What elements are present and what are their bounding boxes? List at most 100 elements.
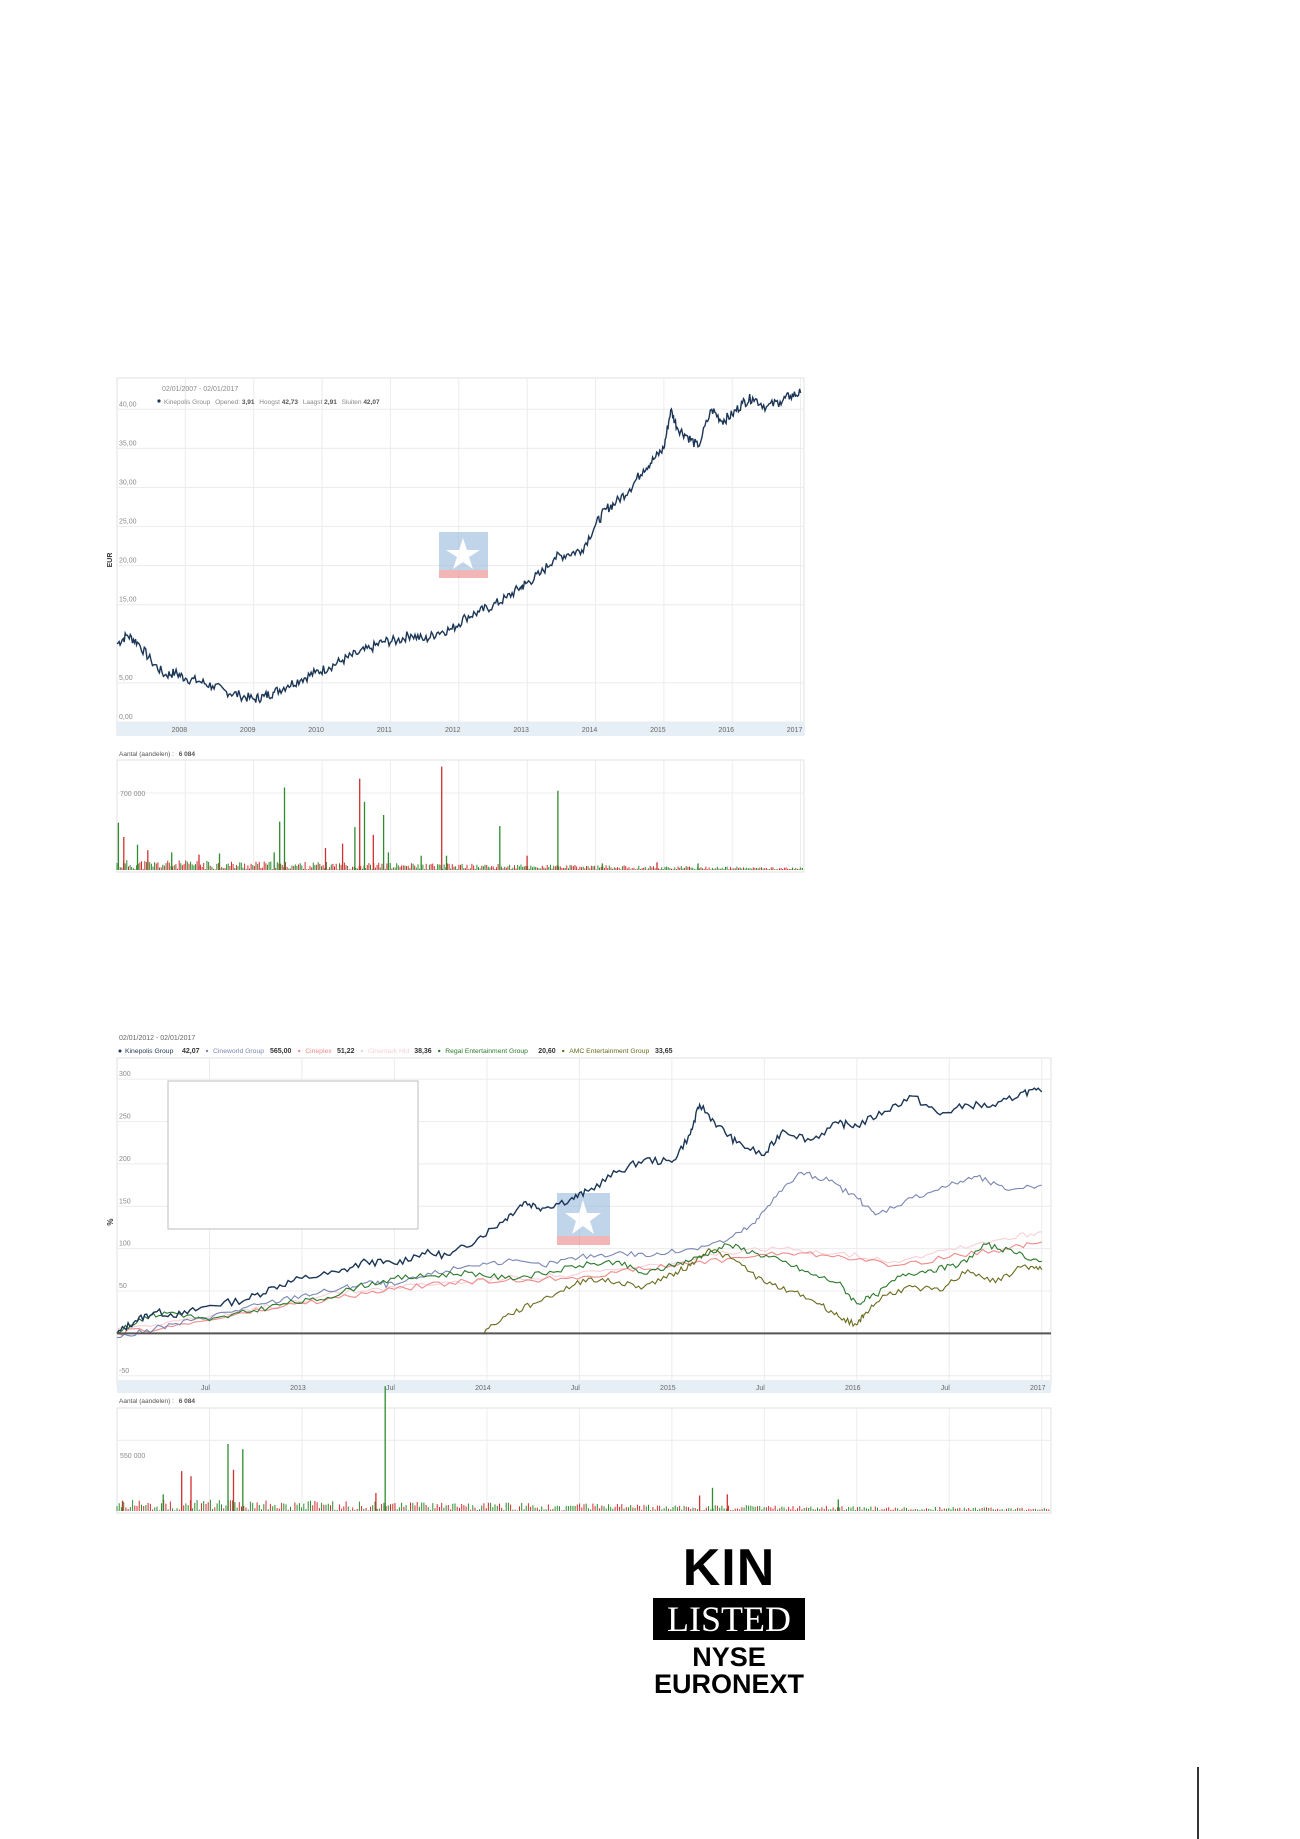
chart-2-legend-separator (205, 1049, 209, 1053)
chart-2-legend-value: 42,07 (182, 1048, 200, 1055)
chart-2-series-line (116, 1241, 1042, 1334)
chart-1-y-tick-label: 25,00 (119, 519, 137, 526)
chart-2-blank-box (167, 1080, 419, 1230)
chart-2-x-tick-label: 2014 (475, 1385, 491, 1392)
chart-1-legend-close-label: Sluiten (342, 399, 362, 406)
chart-2-legend-name: Regal Entertainment Group (445, 1048, 528, 1055)
chart-1-x-tick-label: 2016 (718, 727, 734, 734)
chart-1-legend-opened-label: Opened (215, 399, 239, 406)
chart-2-legend-marker (118, 1049, 122, 1053)
chart-2-volume-bars (116, 1386, 1050, 1511)
chart-1-x-tick-label: 2014 (582, 727, 598, 734)
chart-2-ylabel: % (106, 1218, 115, 1225)
chart-1-watermark (439, 532, 488, 578)
chart-2-x-tick-label: Jul (756, 1385, 765, 1392)
chart-2-legend-name: Cineworld Group (213, 1048, 264, 1055)
chart-1-y-ticks: 0,00 5,00 15,00 20,00 25,00 30,00 35,00 40,00 (119, 401, 137, 721)
chart-2-x-tick-label: 2017 (1030, 1385, 1046, 1392)
chart-2-legend-separator (562, 1049, 565, 1053)
chart-2-legend-value: 20,60 (538, 1048, 556, 1055)
chart-1-volume-frame (116, 759, 805, 873)
chart-2-legend: Kinepolis Group 42,07 Cineworld Group 565,0… (118, 1048, 673, 1055)
chart-1: 02/01/2007 - 02/01/2017 Kinepolis Group … (107, 377, 805, 873)
chart-1-legend: Kinepolis Group Opened: 3,91 Hoogst 42,7… (157, 399, 380, 406)
chart-2-watermark (557, 1193, 610, 1245)
chart-2-y-tick-label: 100 (119, 1241, 131, 1248)
chart-2-legend-separator (438, 1049, 441, 1053)
chart-1-legend-low-label: Laagst (303, 399, 323, 406)
chart-2-x-tick-label: 2015 (660, 1385, 676, 1392)
chart-2-x-tick-label: Jul (201, 1385, 210, 1392)
star-icon (565, 1200, 601, 1234)
kin-listed-logo: KIN LISTED NYSE EURONEXT (653, 1540, 805, 1698)
logo-euronext: EURONEXT (653, 1669, 805, 1699)
chart-1-legend-opened: 3,91 (242, 399, 255, 406)
chart-1-x-tick-label: 2010 (308, 727, 324, 734)
chart-1-ylabel: EUR (107, 553, 114, 568)
chart-1-x-ticks: 2008 2009 2010 2011 2012 2013 2014 2015 2016 2017 (172, 727, 803, 734)
chart-2-x-tick-label: 2016 (845, 1385, 861, 1392)
chart-1-legend-low: 2,91 (324, 399, 337, 406)
chart-2-legend-name: Cineplex (305, 1048, 332, 1055)
chart-1-xaxis-band (117, 722, 804, 736)
chart-2-y-tick-label: 50 (119, 1283, 127, 1290)
chart-2-y-ticks: 300 250 200 150 100 50 -50 (119, 1071, 131, 1375)
chart-2-xaxis-band (117, 1380, 1051, 1393)
chart-2-x-ticks: Jul 2013 Jul 2014 Jul 2015 Jul 2016 Jul 2017 (201, 1385, 1046, 1392)
chart-2: 02/01/2012 - 02/01/2017 Kinepolis Group 4… (106, 1035, 1052, 1514)
chart-1-legend-series: Kinepolis Group (164, 399, 211, 406)
svg-text:Kinepolis Group Opened: Kinepolis Group Opened: 3,91 Hoogst 42,7… (164, 399, 380, 406)
star-icon (446, 538, 480, 569)
chart-1-y-tick-label: 0,00 (119, 714, 133, 721)
logo-kin: KIN (682, 1539, 776, 1597)
chart-2-x-tick-label: Jul (941, 1385, 950, 1392)
chart-1-y-tick-label: 30,00 (119, 479, 137, 486)
chart-2-series-line (116, 1087, 1043, 1334)
chart-1-x-tick-label: 2017 (787, 727, 803, 734)
chart-2-series-lines (116, 1087, 1043, 1339)
chart-1-y-tick-label: 15,00 (119, 597, 137, 604)
chart-2-legend-value: 565,00 (270, 1048, 292, 1055)
chart-2-legend-value: 33,65 (655, 1048, 673, 1055)
chart-2-x-tick-label: 2013 (290, 1385, 306, 1392)
chart-1-x-tick-label: 2012 (445, 727, 461, 734)
chart-1-legend-marker (157, 399, 161, 403)
chart-2-volume-label: Aantal (aandelen) : 6 084 (119, 1398, 195, 1405)
chart-1-legend-high: 42,73 (282, 399, 299, 406)
chart-2-series-line (116, 1171, 1042, 1339)
chart-1-kinepolis-line (116, 388, 802, 704)
chart-1-x-tick-label: 2008 (172, 727, 188, 734)
page-edge-rule (1197, 1767, 1199, 1839)
chart-1-legend-close: 42,07 (363, 399, 380, 406)
chart-1-x-tick-label: 2011 (377, 727, 392, 734)
chart-2-legend-separator (298, 1049, 301, 1053)
chart-1-y-tick-label: 35,00 (119, 440, 137, 447)
chart-1-x-tick-label: 2013 (513, 727, 529, 734)
chart-1-volume-tick: 700 000 (120, 791, 145, 798)
chart-1-y-tick-label: 20,00 (119, 558, 137, 565)
chart-2-y-tick-label: 150 (119, 1198, 131, 1205)
chart-1-volume-grid (117, 760, 804, 870)
chart-2-y-tick-label: 200 (119, 1156, 131, 1163)
chart-2-x-tick-label: Jul (386, 1385, 395, 1392)
chart-2-x-tick-label: Jul (571, 1385, 580, 1392)
chart-2-y-tick-label: 250 (119, 1114, 131, 1121)
chart-2-legend-separator (360, 1049, 364, 1053)
chart-2-legend-value: 51,22 (337, 1048, 355, 1055)
chart-2-volume-frame (116, 1407, 1052, 1514)
chart-1-y-tick-label: 40,00 (119, 401, 137, 408)
chart-1-x-tick-label: 2015 (650, 727, 666, 734)
chart-2-volume-tick: 550 000 (120, 1453, 145, 1460)
chart-2-volume-grid (117, 1408, 1051, 1511)
chart-1-x-tick-label: 2009 (240, 727, 256, 734)
chart-2-legend-name: AMC Entertainment Group (569, 1048, 649, 1055)
chart-1-series-kinepolis (116, 388, 802, 704)
chart-2-series-line (481, 1247, 1043, 1335)
chart-1-date-range: 02/01/2007 - 02/01/2017 (162, 386, 238, 393)
chart-1-volume-bars (116, 766, 803, 870)
chart-2-y-tick-label: -50 (119, 1368, 129, 1375)
logo-listed: LISTED (653, 1598, 805, 1640)
chart-2-legend-name: Kinepolis Group (125, 1048, 174, 1055)
chart-2-series-line (116, 1241, 1042, 1336)
